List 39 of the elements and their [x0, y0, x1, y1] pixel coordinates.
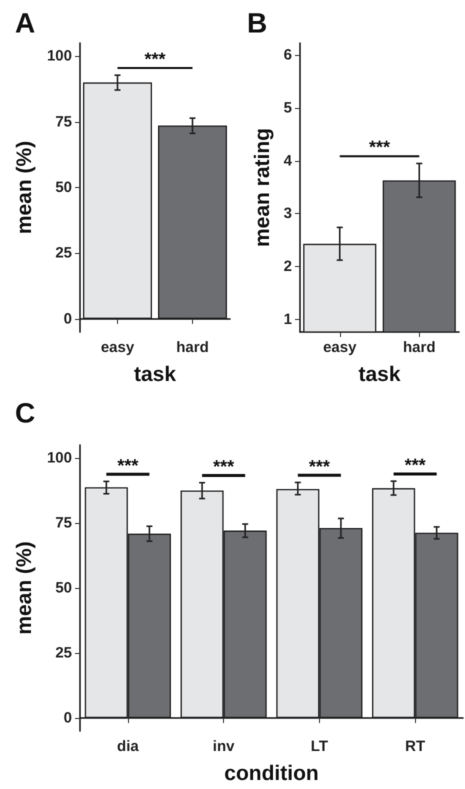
- x-axis-title: task: [358, 363, 401, 386]
- x-axis-title: task: [134, 363, 176, 386]
- chart-title: A: [15, 8, 36, 38]
- annotation: ***: [117, 455, 138, 476]
- y-tick-label: 2: [284, 258, 292, 275]
- y-axis-title: mean rating: [250, 128, 274, 248]
- x-tick-label: inv: [212, 738, 236, 755]
- y-tick-label: 0: [64, 710, 72, 726]
- y-tick-label: 50: [55, 179, 72, 196]
- annotation: ***: [213, 456, 234, 477]
- x-tick-label: easy: [323, 339, 358, 356]
- y-tick-label: 75: [55, 514, 72, 532]
- x-tick-label: hard: [176, 339, 209, 356]
- x-tick-label: dia: [117, 738, 140, 755]
- x-tick-label: easy: [100, 339, 135, 356]
- y-tick-label: 4: [284, 152, 293, 170]
- annotation: ***: [308, 456, 330, 476]
- chart-title: C: [15, 398, 36, 428]
- x-tick-label: RT: [405, 738, 426, 755]
- x-tick-label: hard: [402, 339, 436, 356]
- y-axis-title: mean (%): [13, 140, 36, 234]
- y-tick-label: 25: [55, 644, 72, 662]
- y-tick-label: 5: [284, 99, 292, 116]
- y-tick-label: 0: [64, 310, 72, 328]
- annotation: ***: [404, 454, 426, 475]
- x-axis-title: condition: [224, 762, 319, 785]
- y-tick-label: 100: [46, 450, 72, 466]
- annotation: ***: [144, 48, 166, 69]
- y-tick-label: 3: [284, 205, 292, 222]
- y-tick-label: 100: [46, 48, 72, 65]
- y-tick-label: 25: [55, 244, 72, 262]
- y-axis-title: mean (%): [13, 541, 36, 635]
- chart-title: B: [247, 8, 268, 38]
- annotation: ***: [368, 137, 390, 158]
- y-tick-label: 1: [284, 310, 292, 328]
- x-tick-label: LT: [310, 738, 328, 755]
- y-tick-label: 50: [55, 580, 72, 596]
- y-tick-label: 75: [55, 113, 72, 130]
- y-tick-label: 6: [284, 46, 292, 64]
